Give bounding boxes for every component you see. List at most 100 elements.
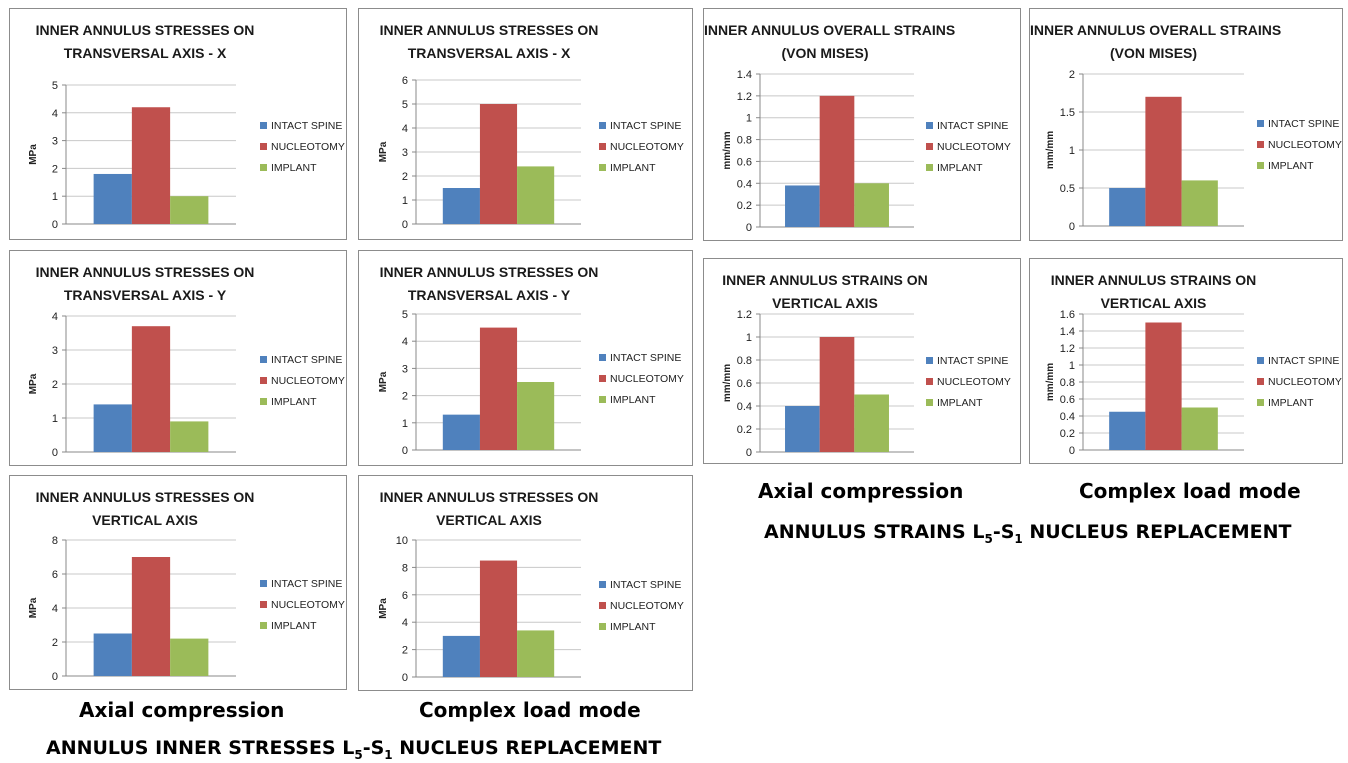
chart-title-line: INNER ANNULUS STRESSES ON (379, 489, 599, 505)
legend-intact-spine-label: INTACT SPINE (610, 579, 681, 591)
y-tick-label: 0.4 (737, 401, 752, 413)
bar-implant (854, 394, 889, 452)
y-axis-label: mm/mm (722, 131, 733, 169)
y-tick-label: 2 (52, 163, 58, 175)
bar-nucleotomy (1145, 96, 1182, 226)
bar-intact-spine (93, 404, 132, 452)
y-tick-label: 2 (402, 171, 408, 183)
legend-intact-spine-label: INTACT SPINE (610, 120, 681, 132)
chart-panel-stress-vertical-complex: INNER ANNULUS STRESSES ON VERTICAL AXIS 0 2… (358, 475, 693, 691)
y-axis-label: MPa (28, 144, 39, 165)
heading-strains-post: NUCLEUS REPLACEMENT (1022, 521, 1292, 543)
y-tick-label: 1 (1069, 145, 1075, 157)
legend-intact-spine-swatch (1257, 120, 1264, 127)
chart-panel-stress-y-axial: INNER ANNULUS STRESSES ON TRANSVERSAL AXI… (9, 250, 347, 466)
chart-title: INNER ANNULUS STRESSES ON TRANSVERSAL AXI… (10, 261, 280, 307)
legend-nucleotomy-swatch (599, 602, 606, 609)
chart-title: INNER ANNULUS OVERALL STRAINS (VON MISES) (704, 19, 955, 65)
caption-left-complex: Complex load mode (419, 698, 641, 722)
y-axis-label: MPa (378, 598, 389, 619)
chart-title-line: INNER ANNULUS STRESSES ON (35, 264, 255, 280)
y-tick-label: 0.8 (737, 355, 752, 367)
legend-implant-label: IMPLANT (1268, 160, 1314, 172)
bar-nucleotomy (131, 326, 171, 452)
legend-implant-label: IMPLANT (937, 397, 983, 409)
heading-strains-mid: -S (992, 521, 1015, 543)
bar-implant (854, 183, 889, 227)
y-tick-label: 0.2 (737, 424, 752, 436)
y-tick-label: 0 (746, 222, 752, 234)
y-tick-label: 6 (402, 75, 408, 87)
caption-left-axial: Axial compression (79, 698, 285, 722)
legend-implant-swatch (1257, 162, 1264, 169)
chart-panel-stress-y-complex: INNER ANNULUS STRESSES ON TRANSVERSAL AXI… (358, 250, 693, 466)
y-tick-label: 2 (402, 645, 408, 657)
bar-implant (170, 196, 209, 224)
y-tick-label: 1.2 (1060, 343, 1075, 355)
y-tick-label: 3 (52, 345, 58, 357)
legend-implant-swatch (926, 399, 933, 406)
legend-intact-spine-swatch (260, 122, 267, 129)
heading-stresses-mid: -S (362, 737, 385, 759)
chart-title-line: INNER ANNULUS STRESSES ON (35, 22, 255, 38)
chart-svg: 0 2 4 6 8 MPa INTACT SPINE NUCLEOTOMY IMPLANT (28, 535, 345, 683)
legend-intact-spine-label: INTACT SPINE (271, 120, 342, 132)
legend-intact-spine-swatch (926, 122, 933, 129)
chart-title: INNER ANNULUS STRESSES ON TRANSVERSAL AXI… (359, 261, 619, 307)
chart-svg: 0 2 4 6 8 10 MPa INTACT SPINE NUCLEOTOMY IMPLANT (378, 535, 684, 684)
y-tick-label: 0.6 (737, 156, 752, 168)
chart-title-line: INNER ANNULUS OVERALL STRAINS (1030, 22, 1282, 38)
chart-title-line: INNER ANNULUS STRESSES ON (379, 264, 599, 280)
bar-nucleotomy (819, 95, 855, 227)
y-tick-label: 0 (402, 445, 408, 457)
chart-title: INNER ANNULUS STRAINS ON VERTICAL AXIS (704, 269, 946, 315)
y-tick-label: 0 (52, 219, 58, 231)
bar-intact-spine (785, 406, 820, 452)
legend-nucleotomy-label: NUCLEOTOMY (1268, 139, 1342, 151)
chart-panel-strain-vonmises-axial: INNER ANNULUS OVERALL STRAINS (VON MISES)… (703, 8, 1021, 241)
legend-nucleotomy-label: NUCLEOTOMY (1268, 376, 1342, 388)
chart-svg: 0 1 2 3 4 5 MPa INTACT SPINE NUCLEOTOMY IMPLANT (378, 309, 684, 457)
y-tick-label: 2 (402, 391, 408, 403)
y-tick-label: 1.4 (1060, 326, 1075, 338)
bar-intact-spine (442, 635, 480, 677)
legend-nucleotomy-swatch (260, 377, 267, 384)
bar-nucleotomy (131, 557, 171, 676)
chart-title-line: INNER ANNULUS STRAINS ON (722, 272, 928, 288)
legend-nucleotomy-swatch (1257, 141, 1264, 148)
legend-intact-spine-label: INTACT SPINE (271, 354, 342, 366)
chart-svg: 0 1 2 3 4 5 MPa INTACT SPINE NUCLEOTOMY IMPLANT (28, 80, 345, 231)
chart-panel-stress-x-axial: INNER ANNULUS STRESSES ON TRANSVERSAL AXI… (9, 8, 347, 240)
chart-title-line: INNER ANNULUS STRESSES ON (35, 489, 255, 505)
legend-nucleotomy-swatch (599, 375, 606, 382)
legend-nucleotomy-label: NUCLEOTOMY (937, 376, 1011, 388)
y-tick-label: 8 (402, 562, 408, 574)
y-tick-label: 0 (1069, 445, 1075, 457)
y-axis-label: mm/mm (1045, 131, 1056, 169)
legend-implant-swatch (599, 396, 606, 403)
y-tick-label: 1.2 (737, 309, 752, 321)
chart-svg: 0 0.2 0.4 0.6 0.8 1 1.2 1.4 1.6 mm/mm INTACT SPINE… (1045, 309, 1342, 457)
y-tick-label: 8 (52, 535, 58, 547)
y-tick-label: 1 (52, 191, 58, 203)
bar-intact-spine (442, 188, 480, 224)
heading-strains-sub2: 1 (1014, 531, 1023, 546)
legend-intact-spine-label: INTACT SPINE (937, 120, 1008, 132)
chart-title: INNER ANNULUS STRAINS ON VERTICAL AXIS (1030, 269, 1277, 315)
legend-intact-spine-swatch (260, 580, 267, 587)
y-tick-label: 1 (746, 113, 752, 125)
legend-nucleotomy-label: NUCLEOTOMY (610, 600, 684, 612)
y-tick-label: 0 (746, 447, 752, 459)
chart-panel-stress-vertical-axial: INNER ANNULUS STRESSES ON VERTICAL AXIS 0 2… (9, 475, 347, 690)
bar-implant (517, 630, 555, 677)
legend-nucleotomy-swatch (260, 601, 267, 608)
y-axis-label: mm/mm (722, 364, 733, 402)
chart-svg: 0 0.2 0.4 0.6 0.8 1 1.2 1.4 mm/mm INTACT SPINE NUC… (722, 69, 1011, 234)
bar-implant (170, 421, 209, 452)
bar-nucleotomy (479, 104, 518, 224)
y-tick-label: 5 (52, 80, 58, 92)
y-tick-label: 1.6 (1060, 309, 1075, 321)
y-tick-label: 5 (402, 309, 408, 321)
chart-title-line: (VON MISES) (781, 45, 869, 61)
bar-intact-spine (442, 414, 480, 450)
